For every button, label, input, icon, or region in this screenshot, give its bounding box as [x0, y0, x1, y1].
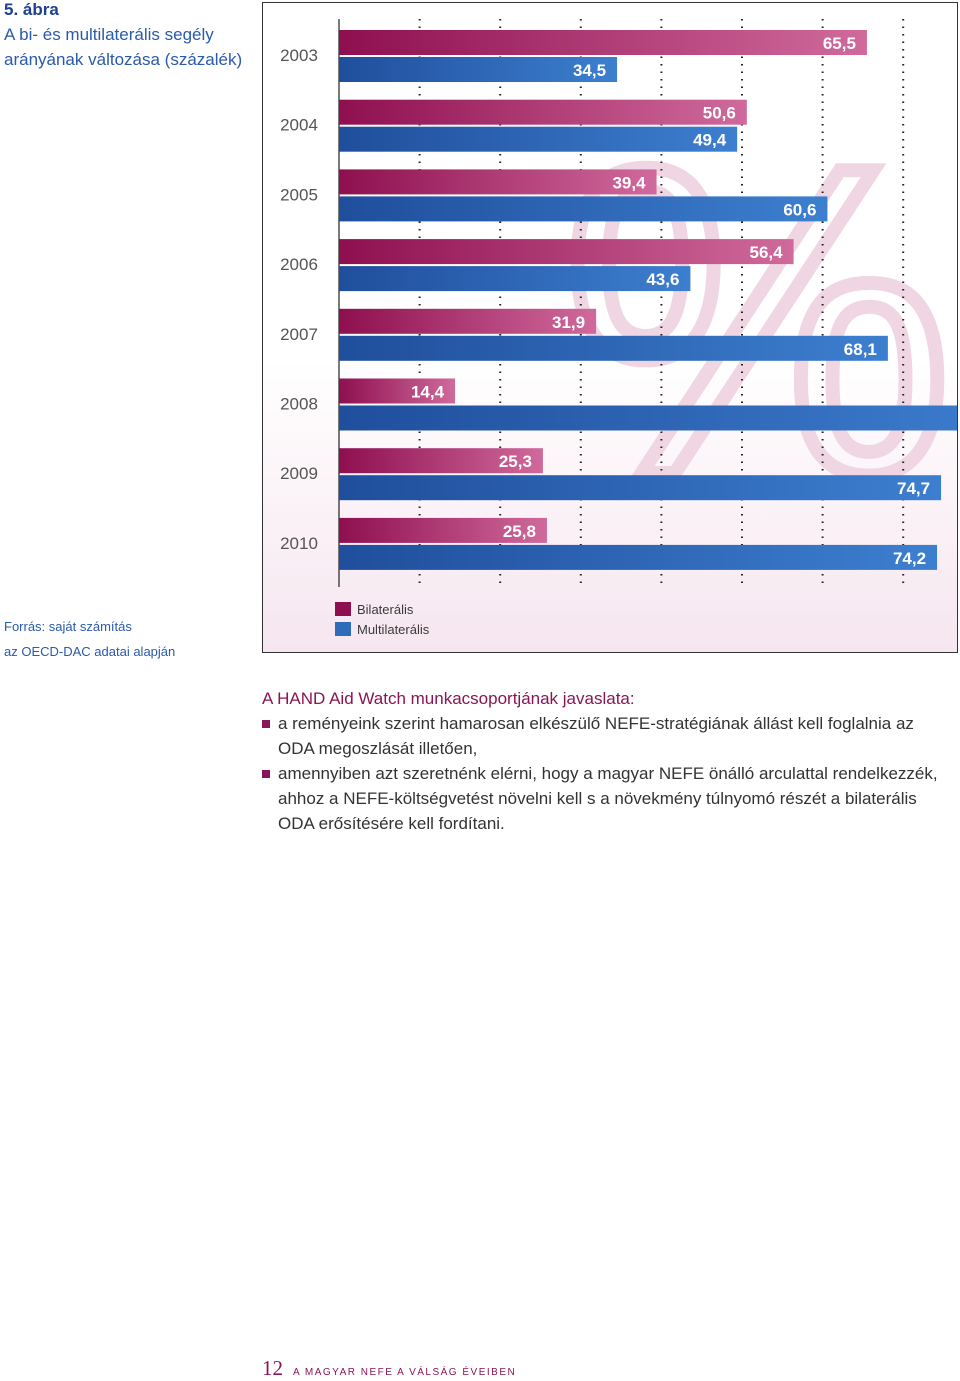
- source-line-2: az OECD-DAC adatai alapján: [4, 644, 176, 659]
- bar-multilateral: [339, 196, 828, 222]
- proposal-title: A HAND Aid Watch munkacsoportjának javas…: [262, 689, 635, 708]
- proposal-list: a reményeink szerint hamarosan elkészülő…: [262, 711, 942, 836]
- legend-item-multilateral: Multilaterális: [335, 619, 429, 639]
- running-title: A MAGYAR NEFE A VÁLSÁG ÉVEIBEN: [293, 1367, 517, 1378]
- legend-label-multilateral: Multilaterális: [357, 621, 430, 637]
- data-label-bilateral: 14,4: [411, 383, 445, 402]
- data-label-multilateral: 68,1: [844, 340, 877, 359]
- data-label-bilateral: 39,4: [612, 173, 646, 192]
- bar-bilateral: [339, 169, 657, 195]
- y-tick-label: 2010: [280, 534, 318, 553]
- bar-bilateral: [339, 378, 456, 404]
- bar-bilateral: [339, 239, 794, 265]
- bar-bilateral: [339, 30, 867, 55]
- chart-legend: Bilaterális Multilaterális: [335, 599, 429, 639]
- legend-swatch-bilateral: [335, 602, 351, 616]
- chart-panel: % 2003 65,5 34,5 2004 50,6 49,4 2005 39,4 60,6 20…: [262, 2, 958, 653]
- page-footer: 12 A MAGYAR NEFE A VÁLSÁG ÉVEIBEN: [262, 1356, 516, 1381]
- bar-multilateral: [339, 126, 738, 152]
- y-tick-label: 2008: [280, 395, 318, 414]
- figure-number: 5. ábra: [4, 0, 59, 19]
- data-label-multilateral: 43,6: [646, 270, 679, 289]
- proposal-item: amennyiben azt szeretnénk elérni, hogy a…: [262, 761, 942, 836]
- bar-multilateral: [339, 475, 942, 501]
- proposal-item: a reményeink szerint hamarosan elkészülő…: [262, 711, 942, 761]
- source-note: Forrás: saját számítás az OECD-DAC adata…: [4, 614, 175, 664]
- y-tick-label: 2006: [280, 255, 318, 274]
- data-label-multilateral: 74,2: [893, 549, 926, 568]
- bar-bilateral: [339, 448, 543, 474]
- data-label-multilateral: 60,6: [783, 200, 816, 219]
- data-label-multilateral: 34,5: [573, 61, 606, 80]
- data-label-bilateral: 25,3: [499, 452, 532, 471]
- y-tick-label: 2004: [280, 116, 318, 135]
- data-label-bilateral: 56,4: [749, 243, 783, 262]
- y-tick-label: 2003: [280, 46, 318, 65]
- figure-title: A bi- és multilaterális segély arányának…: [4, 25, 243, 69]
- page-number: 12: [262, 1356, 283, 1380]
- bar-chart: % 200365,534,5200450,649,4200539,460,620…: [280, 19, 957, 587]
- legend-label-bilateral: Bilaterális: [357, 601, 414, 617]
- legend-item-bilateral: Bilaterális: [335, 599, 429, 619]
- y-tick-label: 2009: [280, 464, 318, 483]
- data-label-bilateral: 65,5: [823, 34, 856, 53]
- legend-swatch-multilateral: [335, 622, 351, 636]
- figure-caption: 5. ábra A bi- és multilaterális segély a…: [4, 0, 254, 72]
- bar-bilateral: [339, 517, 547, 543]
- data-label-bilateral: 25,8: [503, 522, 536, 541]
- data-label-bilateral: 50,6: [703, 104, 736, 123]
- y-tick-label: 2005: [280, 185, 318, 204]
- bar-multilateral: [339, 405, 957, 431]
- bar-multilateral: [339, 544, 938, 570]
- data-label-multilateral: 49,4: [693, 131, 727, 150]
- source-line-1: Forrás: saját számítás: [4, 619, 132, 634]
- bar-multilateral: [339, 335, 888, 361]
- data-label-multilateral: 74,7: [897, 479, 930, 498]
- bar-bilateral: [339, 99, 747, 125]
- bar-multilateral: [339, 57, 618, 82]
- bar-multilateral: [339, 266, 691, 292]
- y-tick-label: 2007: [280, 325, 318, 344]
- proposal-section: A HAND Aid Watch munkacsoportjának javas…: [262, 686, 942, 836]
- data-label-bilateral: 31,9: [552, 313, 585, 332]
- bar-bilateral: [339, 308, 597, 334]
